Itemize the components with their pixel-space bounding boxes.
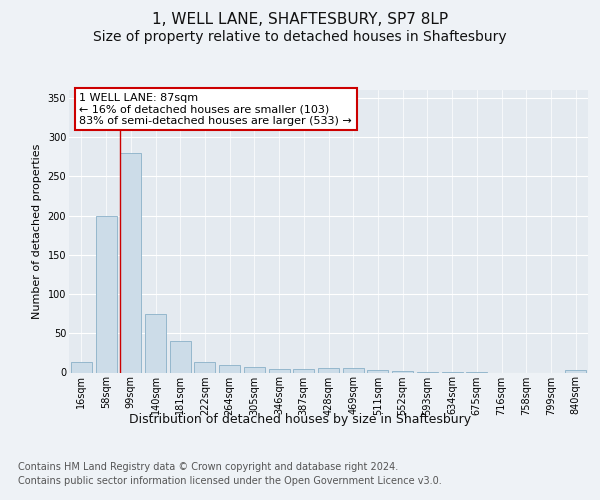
Bar [392,371,413,372]
Y-axis label: Number of detached properties: Number of detached properties [32,144,42,319]
Text: 1 WELL LANE: 87sqm
← 16% of detached houses are smaller (103)
83% of semi-detach: 1 WELL LANE: 87sqm ← 16% of detached hou… [79,93,352,126]
Bar [145,314,166,372]
Text: Distribution of detached houses by size in Shaftesbury: Distribution of detached houses by size … [129,412,471,426]
Bar [367,370,388,372]
Bar [120,153,141,372]
Bar [293,370,314,372]
Text: Contains HM Land Registry data © Crown copyright and database right 2024.: Contains HM Land Registry data © Crown c… [18,462,398,472]
Bar [170,341,191,372]
Bar [244,367,265,372]
Bar [565,370,586,372]
Bar [269,368,290,372]
Text: Size of property relative to detached houses in Shaftesbury: Size of property relative to detached ho… [93,30,507,44]
Text: Contains public sector information licensed under the Open Government Licence v3: Contains public sector information licen… [18,476,442,486]
Bar [194,362,215,372]
Bar [95,216,116,372]
Bar [343,368,364,372]
Bar [318,368,339,372]
Text: 1, WELL LANE, SHAFTESBURY, SP7 8LP: 1, WELL LANE, SHAFTESBURY, SP7 8LP [152,12,448,28]
Bar [71,362,92,372]
Bar [219,364,240,372]
